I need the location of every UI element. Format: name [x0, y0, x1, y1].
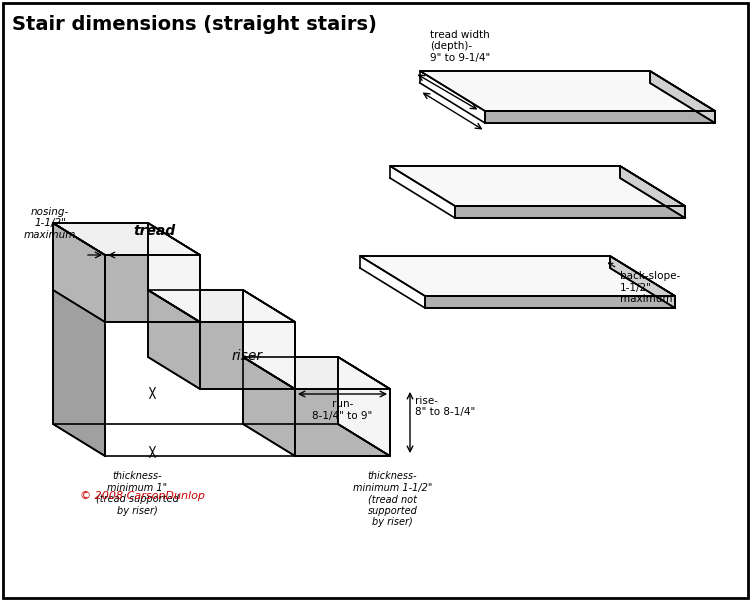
Polygon shape [390, 166, 685, 206]
Polygon shape [148, 223, 200, 322]
Polygon shape [148, 290, 200, 389]
Text: run-
8-1/4" to 9": run- 8-1/4" to 9" [312, 399, 372, 421]
Text: nosing-
1-1/2"
maximum: nosing- 1-1/2" maximum [24, 207, 76, 240]
Polygon shape [148, 290, 295, 322]
Polygon shape [360, 256, 675, 296]
Polygon shape [425, 296, 675, 308]
Polygon shape [455, 206, 685, 218]
Polygon shape [650, 71, 715, 123]
Polygon shape [610, 256, 675, 308]
Text: tread width
(depth)-
9" to 9-1/4": tread width (depth)- 9" to 9-1/4" [430, 30, 490, 63]
Text: thickness-
minimum 1-1/2"
(tread not
supported
by riser): thickness- minimum 1-1/2" (tread not sup… [353, 471, 432, 528]
Text: back-slope-
1-1/2"
maximum: back-slope- 1-1/2" maximum [608, 263, 680, 304]
Polygon shape [485, 111, 715, 123]
Text: tread: tread [133, 224, 175, 238]
Text: Stair dimensions (straight stairs): Stair dimensions (straight stairs) [12, 15, 377, 34]
Text: rise-
8" to 8-1/4": rise- 8" to 8-1/4" [415, 396, 475, 418]
Text: thickness-
minimum 1"
(tread supported
by riser): thickness- minimum 1" (tread supported b… [96, 471, 179, 516]
Polygon shape [243, 290, 295, 389]
Polygon shape [105, 255, 200, 322]
Polygon shape [53, 223, 105, 322]
Polygon shape [200, 322, 295, 389]
Polygon shape [420, 71, 715, 111]
Polygon shape [620, 166, 685, 218]
Polygon shape [243, 357, 390, 389]
Polygon shape [53, 223, 200, 255]
Text: riser: riser [232, 349, 263, 362]
Polygon shape [338, 357, 390, 456]
Polygon shape [53, 223, 105, 456]
Polygon shape [295, 389, 390, 456]
Polygon shape [338, 357, 390, 456]
Polygon shape [243, 357, 295, 456]
Text: © 2008 CarsonDunlop: © 2008 CarsonDunlop [80, 491, 205, 501]
